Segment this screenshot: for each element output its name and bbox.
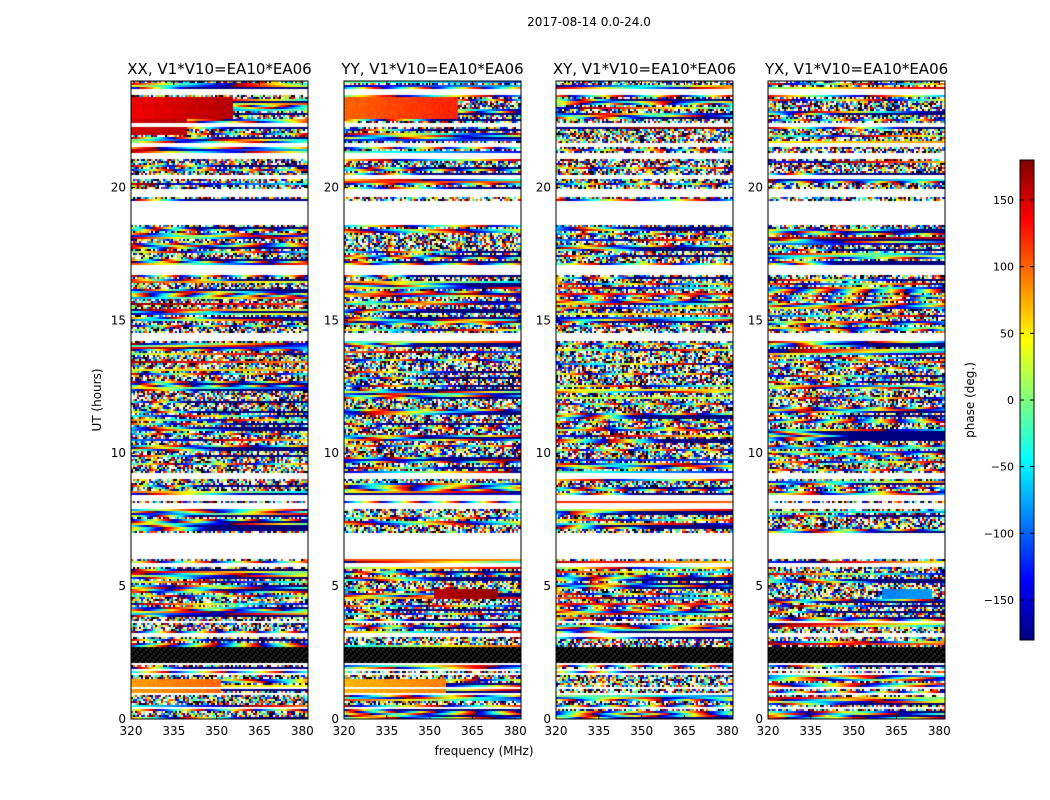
panel-xy: XY, V1*V10=EA10*EA06 320 335 350 365 380 0 5 10 1… <box>536 60 739 738</box>
panel-yx: YX, V1*V10=EA10*EA06 320 335 350 365 380 0 5 10 1… <box>748 60 951 738</box>
y-tick-label: 0 <box>118 712 126 726</box>
x-tick-label: 380 <box>716 724 739 738</box>
colorbar-tick-label: 0 <box>1007 394 1014 407</box>
x-tick-label: 335 <box>375 724 398 738</box>
panel-frame <box>555 80 734 720</box>
y-tick-label: 5 <box>118 579 126 593</box>
x-tick-label: 320 <box>545 724 568 738</box>
colorbar-tick-label: −100 <box>984 527 1014 540</box>
colorbar-tick-label: 100 <box>993 261 1014 274</box>
y-tick-label: 0 <box>331 712 339 726</box>
panel-title: XX, V1*V10=EA10*EA06 <box>127 60 311 78</box>
colorbar-tick-label: −150 <box>984 594 1014 607</box>
panel-frame <box>130 80 309 720</box>
x-tick-label: 365 <box>248 724 271 738</box>
x-tick-label: 350 <box>418 724 441 738</box>
y-tick-label: 15 <box>324 313 339 327</box>
y-tick-label: 20 <box>536 180 551 194</box>
colorbar-tick-label: −50 <box>991 461 1014 474</box>
figure-suptitle: 2017-08-14 0.0-24.0 <box>527 15 651 29</box>
x-tick-label: 380 <box>291 724 314 738</box>
x-tick-label: 320 <box>757 724 780 738</box>
panels: XX, V1*V10=EA10*EA06 320 335 350 365 380 0 5 10 1… <box>111 60 951 738</box>
colorbar-label: phase (deg.) <box>963 362 977 438</box>
colorbar-tick-label: 50 <box>1000 327 1014 340</box>
y-tick-label: 0 <box>543 712 551 726</box>
x-tick-label: 365 <box>885 724 908 738</box>
x-axis-label: frequency (MHz) <box>434 744 533 758</box>
y-tick-label: 10 <box>324 446 339 460</box>
panel-frame <box>767 80 946 720</box>
y-tick-label: 15 <box>111 313 126 327</box>
x-tick-label: 320 <box>333 724 356 738</box>
y-tick-label: 15 <box>748 313 763 327</box>
colorbar-tick-label: 150 <box>993 194 1014 207</box>
phase-heatmap <box>768 81 945 719</box>
y-tick-label: 10 <box>111 446 126 460</box>
y-tick-label: 20 <box>324 180 339 194</box>
x-tick-label: 365 <box>461 724 484 738</box>
x-tick-label: 380 <box>504 724 527 738</box>
panel-title: XY, V1*V10=EA10*EA06 <box>553 60 736 78</box>
y-tick-label: 5 <box>543 579 551 593</box>
colorbar: −150 −100 −50 0 50 100 150 phase (deg.) <box>963 159 1035 641</box>
y-tick-label: 20 <box>111 180 126 194</box>
panel-title: YX, V1*V10=EA10*EA06 <box>764 60 948 78</box>
x-tick-label: 365 <box>673 724 696 738</box>
x-tick-label: 335 <box>587 724 610 738</box>
y-tick-label: 15 <box>536 313 551 327</box>
y-tick-label: 5 <box>331 579 339 593</box>
phase-heatmap <box>344 81 521 719</box>
panel-xx: XX, V1*V10=EA10*EA06 320 335 350 365 380 0 5 10 1… <box>111 60 314 738</box>
panel-yy: YY, V1*V10=EA10*EA06 320 335 350 365 380 0 5 10 1… <box>324 60 527 738</box>
x-tick-label: 335 <box>799 724 822 738</box>
y-tick-label: 10 <box>536 446 551 460</box>
colorbar-ticks: −150 −100 −50 0 50 100 150 <box>984 194 1034 607</box>
x-tick-label: 350 <box>205 724 228 738</box>
panel-frame <box>343 80 522 720</box>
x-tick-label: 350 <box>630 724 653 738</box>
phase-heatmap <box>131 81 308 719</box>
x-tick-label: 320 <box>120 724 143 738</box>
panel-title: YY, V1*V10=EA10*EA06 <box>340 60 523 78</box>
x-tick-label: 380 <box>928 724 951 738</box>
y-tick-label: 5 <box>755 579 763 593</box>
x-tick-label: 350 <box>842 724 865 738</box>
x-tick-label: 335 <box>162 724 185 738</box>
phase-heatmap <box>556 81 733 719</box>
y-axis-label: UT (hours) <box>90 368 104 431</box>
y-tick-label: 20 <box>748 180 763 194</box>
y-tick-label: 0 <box>755 712 763 726</box>
y-tick-label: 10 <box>748 446 763 460</box>
